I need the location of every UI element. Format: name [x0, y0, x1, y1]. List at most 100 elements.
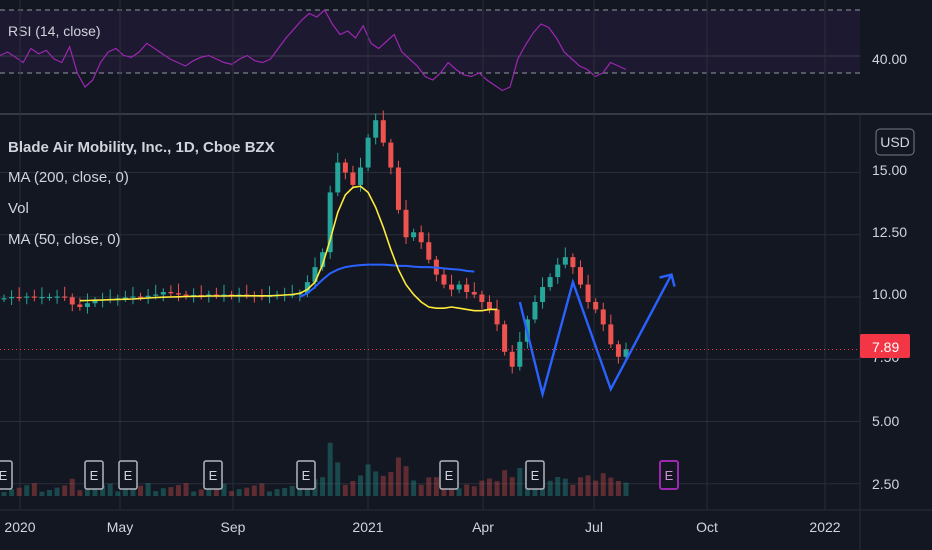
- volume-bar: [411, 480, 417, 496]
- volume-bar: [1, 492, 7, 496]
- symbol-title[interactable]: Blade Air Mobility, Inc., 1D, Cboe BZX: [8, 139, 275, 156]
- x-tick-label: Oct: [696, 519, 718, 535]
- candle-body: [388, 142, 394, 168]
- volume-bar: [327, 442, 333, 496]
- volume-bar: [380, 475, 386, 496]
- volume-bar: [335, 462, 341, 496]
- candle-body: [335, 162, 341, 193]
- volume-bar: [608, 477, 614, 496]
- earnings-markers[interactable]: E E E E E E E E: [0, 460, 679, 490]
- candle-body: [623, 349, 629, 357]
- volume-bar: [456, 488, 462, 496]
- candle-body: [54, 296, 60, 298]
- volume-bar: [555, 477, 561, 496]
- rsi-band: [0, 10, 860, 73]
- candle-body: [464, 284, 470, 293]
- x-tick-label: Sep: [221, 519, 246, 535]
- candle-body: [327, 192, 333, 253]
- candle-body: [365, 137, 371, 168]
- price-axis[interactable]: USD 15.00 12.50 10.00 7.50 5.00 2.50 7.8…: [859, 114, 915, 550]
- candle-body: [502, 324, 508, 352]
- currency-label[interactable]: USD: [880, 134, 910, 150]
- candle-body: [221, 294, 227, 296]
- volume-bar: [221, 483, 227, 496]
- candle-body: [449, 284, 455, 290]
- volume-bar: [115, 491, 121, 496]
- volume-bar: [206, 487, 212, 496]
- candle-body: [168, 292, 174, 294]
- candle-body: [494, 309, 500, 325]
- earnings-marker[interactable]: E: [0, 460, 13, 490]
- volume-bar: [615, 481, 621, 496]
- volume-bar: [244, 487, 250, 496]
- volume-bar: [547, 480, 553, 496]
- candle-body: [479, 294, 485, 302]
- earnings-marker[interactable]: E: [296, 460, 316, 490]
- candle-body: [373, 120, 379, 138]
- volume-bar: [433, 477, 439, 496]
- rsi-panel[interactable]: RSI (14, close) 40.00: [0, 9, 907, 92]
- volume-bar: [585, 475, 591, 496]
- volume-bar: [198, 489, 204, 496]
- candle-body: [9, 297, 15, 299]
- earnings-marker[interactable]: E: [203, 460, 223, 490]
- earnings-marker[interactable]: E: [525, 460, 545, 490]
- volume-bar: [509, 477, 515, 496]
- earnings-marker[interactable]: E: [84, 460, 104, 490]
- indicator-ma50-label[interactable]: MA (50, close, 0): [8, 231, 121, 248]
- earnings-marker-label: E: [302, 468, 311, 483]
- volume-bar: [54, 487, 60, 496]
- volume-bar: [562, 478, 568, 496]
- earnings-marker-upcoming[interactable]: E: [659, 460, 679, 490]
- earnings-marker[interactable]: E: [118, 460, 138, 490]
- ma200-line: [299, 263, 475, 298]
- candle-body: [547, 277, 553, 288]
- volume-bar: [388, 472, 394, 496]
- volume-bar: [342, 484, 348, 496]
- time-axis[interactable]: 2020 May Sep 2021 Apr Jul Oct 2022: [0, 509, 932, 535]
- y-tick-label: 5.00: [872, 413, 899, 429]
- w-pattern-annotation[interactable]: [518, 273, 676, 399]
- earnings-marker-label: E: [209, 468, 218, 483]
- candle-body: [213, 294, 219, 296]
- volume-bar: [236, 489, 242, 496]
- candle-body: [342, 162, 348, 173]
- volume-bar: [502, 470, 508, 496]
- candle-body: [145, 295, 151, 297]
- volume-bar: [31, 483, 37, 496]
- candle-body: [562, 257, 568, 265]
- candle-body: [517, 341, 523, 367]
- earnings-marker-label: E: [445, 468, 454, 483]
- candle-body: [160, 292, 166, 295]
- candle-body: [456, 284, 462, 290]
- candle-body: [395, 167, 401, 210]
- w-pattern-line[interactable]: [518, 274, 673, 399]
- candle-body: [540, 287, 546, 302]
- volume-bar: [403, 466, 409, 496]
- volume-bar: [577, 477, 583, 496]
- candle-body: [418, 232, 424, 243]
- x-tick-label: 2021: [352, 519, 383, 535]
- candle-body: [577, 267, 583, 285]
- volume-bar: [191, 491, 197, 496]
- volume-bar: [229, 491, 235, 496]
- volume-bar: [107, 483, 113, 496]
- x-tick-label: Jul: [585, 519, 603, 535]
- legend[interactable]: Blade Air Mobility, Inc., 1D, Cboe BZX M…: [8, 139, 275, 248]
- volume-bar: [350, 481, 356, 496]
- candle-body: [555, 264, 561, 278]
- indicator-ma200-label[interactable]: MA (200, close, 0): [8, 169, 129, 186]
- volume-bar: [69, 478, 75, 496]
- volume-bar: [251, 485, 257, 496]
- candle-body: [92, 300, 98, 304]
- volume-bar: [289, 486, 295, 496]
- earnings-marker[interactable]: E: [439, 460, 459, 490]
- candle-body: [471, 292, 477, 295]
- y-tick-label: 15.00: [872, 162, 907, 178]
- indicator-volume-label[interactable]: Vol: [8, 200, 29, 217]
- currency-button[interactable]: [875, 128, 915, 156]
- volume-bar: [122, 489, 128, 496]
- earnings-marker-label: E: [531, 468, 540, 483]
- volume-bar: [418, 484, 424, 496]
